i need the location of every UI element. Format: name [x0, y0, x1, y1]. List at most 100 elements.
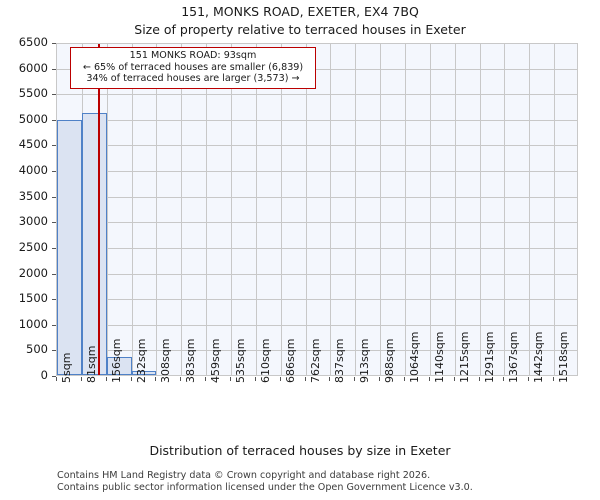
- gridline-vertical: [106, 44, 108, 375]
- x-axis-tick-mark: [304, 377, 306, 381]
- y-axis-tick-label: 6500: [18, 35, 48, 49]
- gridline-horizontal: [57, 324, 577, 326]
- bar: [131, 371, 157, 375]
- plot-area: [56, 43, 578, 376]
- gridline-vertical: [355, 44, 357, 375]
- x-axis-tick-label: 1064sqm: [408, 331, 421, 383]
- gridline-vertical: [504, 44, 506, 375]
- x-axis-tick-mark: [379, 377, 381, 381]
- gridline-horizontal: [57, 119, 577, 121]
- x-axis-tick-mark: [279, 377, 281, 381]
- gridline-horizontal: [57, 43, 577, 44]
- y-axis-tick-mark: [52, 43, 56, 44]
- gridline-horizontal: [57, 273, 577, 275]
- y-axis-tick-label: 6000: [18, 60, 48, 75]
- gridline-horizontal: [57, 145, 577, 147]
- gridline-vertical: [479, 44, 481, 375]
- gridline-horizontal: [57, 222, 577, 224]
- gridline-vertical: [131, 44, 133, 375]
- y-axis-tick-label: 1500: [18, 291, 48, 306]
- x-axis-tick-label: 1518sqm: [557, 331, 571, 383]
- x-axis-tick-label: 1291sqm: [482, 331, 496, 383]
- y-axis-tick-label: 5500: [18, 86, 48, 101]
- gridline-vertical: [206, 44, 208, 375]
- x-axis-tick-mark: [205, 377, 207, 381]
- y-axis-tick-label: 2500: [18, 239, 48, 254]
- x-axis-tick-mark: [528, 377, 530, 381]
- y-axis-tick-label: 1000: [18, 316, 48, 331]
- gridline-vertical: [305, 44, 307, 375]
- annotation-line-3: 34% of terraced houses are larger (3,573…: [86, 73, 300, 85]
- x-axis-tick-label: 5sqm: [60, 352, 73, 383]
- x-axis-tick-label: 383sqm: [184, 338, 198, 383]
- gridline-horizontal: [57, 171, 577, 173]
- x-axis-tick-label: 762sqm: [308, 338, 322, 383]
- y-axis-tick-label: 0: [40, 368, 48, 382]
- y-axis-tick-label: 2000: [18, 265, 48, 280]
- y-axis-tick-mark: [52, 94, 56, 96]
- y-axis-tick-label: 4000: [18, 163, 48, 178]
- property-marker-line: [98, 44, 101, 375]
- footer-attribution: Contains HM Land Registry data © Crown c…: [57, 470, 597, 493]
- y-axis-tick-mark: [52, 350, 56, 352]
- x-axis-tick-mark: [553, 377, 555, 381]
- footer-line-2: Contains public sector information licen…: [57, 481, 473, 493]
- x-axis-tick-mark: [254, 377, 256, 381]
- x-axis-tick-mark: [404, 377, 405, 381]
- x-axis-tick-label: 988sqm: [383, 338, 397, 383]
- y-axis-tick-mark: [52, 273, 56, 275]
- gridline-vertical: [529, 44, 531, 375]
- gridline-horizontal: [57, 94, 577, 96]
- x-axis-tick-label: 232sqm: [134, 338, 148, 383]
- x-axis-tick-mark: [130, 377, 132, 381]
- x-axis-tick-label: 1367sqm: [507, 331, 521, 383]
- x-axis-tick-label: 837sqm: [333, 338, 347, 383]
- y-axis-tick-mark: [52, 222, 56, 224]
- footer-line-1: Contains HM Land Registry data © Crown c…: [57, 470, 431, 481]
- gridline-vertical: [156, 44, 158, 375]
- gridline-vertical: [429, 44, 431, 375]
- gridline-vertical: [380, 44, 382, 375]
- page-title: 151, MONKS ROAD, EXETER, EX4 7BQ: [181, 4, 419, 19]
- y-axis-tick-mark: [52, 299, 56, 301]
- x-axis-title: Distribution of terraced houses by size …: [149, 443, 451, 458]
- y-axis-tick-mark: [52, 68, 56, 70]
- x-axis-tick-label: 1442sqm: [532, 331, 546, 383]
- x-axis-tick-mark: [503, 377, 505, 381]
- x-axis-tick-mark: [428, 377, 430, 381]
- x-axis-tick-mark: [180, 377, 182, 381]
- annotation-box: 151 MONKS ROAD: 93sqm ← 65% of terraced …: [70, 47, 316, 89]
- x-axis-tick-label: 686sqm: [283, 338, 297, 383]
- bar: [57, 119, 82, 375]
- bar-series: [57, 44, 577, 375]
- chart-subtitle: Size of property relative to terraced ho…: [134, 22, 466, 37]
- y-axis-tick-mark: [52, 196, 56, 198]
- y-axis-tick-label: 3500: [18, 188, 48, 203]
- gridline-vertical: [554, 44, 556, 375]
- x-axis-tick-label: 913sqm: [358, 338, 372, 383]
- gridline-vertical: [280, 44, 282, 375]
- y-axis-tick-mark: [52, 119, 56, 121]
- gridline-vertical: [405, 44, 406, 375]
- y-axis-tick-mark: [52, 247, 56, 249]
- x-axis-tick-mark: [329, 377, 331, 381]
- x-axis-tick-label: 1140sqm: [432, 331, 446, 383]
- gridline-vertical: [330, 44, 332, 375]
- x-axis-tick-label: 1215sqm: [457, 331, 471, 383]
- y-axis-tick-label: 500: [26, 342, 48, 357]
- gridline-horizontal: [57, 299, 577, 301]
- x-axis-tick-label: 610sqm: [258, 338, 272, 383]
- gridline-horizontal: [57, 350, 577, 352]
- y-axis-tick-mark: [52, 324, 56, 326]
- y-axis-tick-label: 4500: [18, 137, 48, 152]
- y-axis-tick-label: 3000: [18, 214, 48, 229]
- x-axis-tick-mark: [105, 377, 107, 381]
- annotation-line-1: 151 MONKS ROAD: 93sqm: [129, 50, 257, 61]
- x-axis-tick-label: 81sqm: [84, 345, 98, 383]
- y-axis-tick-mark: [52, 376, 56, 377]
- gridline-vertical: [231, 44, 232, 375]
- annotation-line-2: ← 65% of terraced houses are smaller (6,…: [82, 61, 304, 73]
- x-axis-tick-label: 535sqm: [234, 338, 247, 383]
